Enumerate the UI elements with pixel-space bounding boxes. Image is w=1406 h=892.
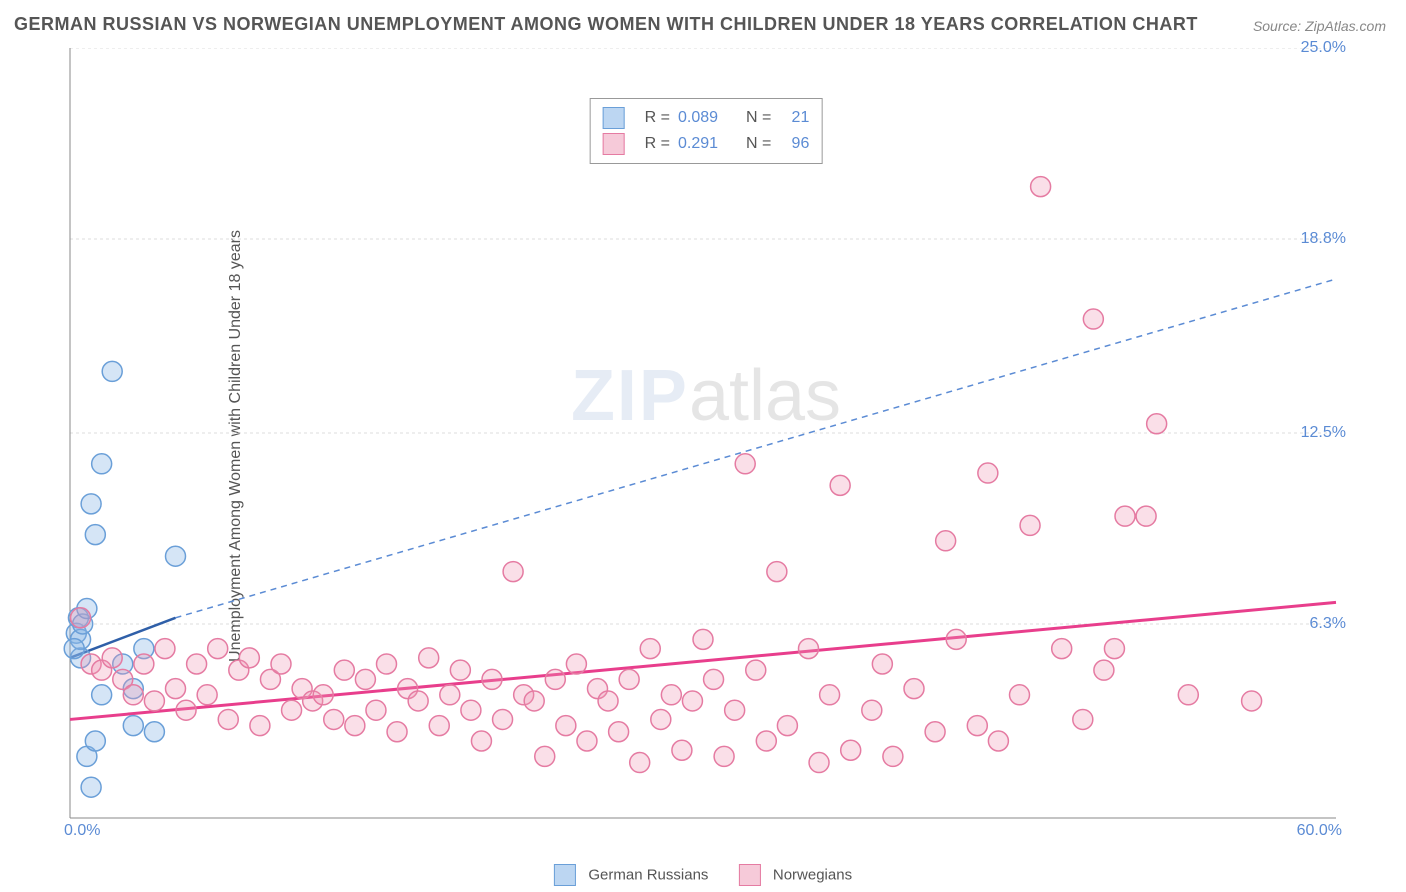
- r-value: 0.291: [678, 131, 738, 157]
- legend-item: German Russians: [554, 864, 709, 886]
- swatch-icon: [603, 133, 625, 155]
- plot-area: ZIPatlas R = 0.089 N = 21 R = 0.291 N = …: [56, 48, 1356, 838]
- n-label: N =: [746, 131, 771, 157]
- stats-legend: R = 0.089 N = 21 R = 0.291 N = 96: [590, 98, 823, 164]
- y-tick-label: 25.0%: [1301, 39, 1346, 57]
- swatch-icon: [738, 864, 760, 886]
- swatch-icon: [603, 107, 625, 129]
- r-value: 0.089: [678, 105, 738, 131]
- legend-label: Norwegians: [773, 867, 852, 884]
- y-tick-label: 12.5%: [1301, 424, 1346, 442]
- x-tick-max: 60.0%: [1297, 822, 1342, 840]
- x-tick-min: 0.0%: [64, 822, 100, 840]
- swatch-icon: [554, 864, 576, 886]
- stats-legend-row: R = 0.291 N = 96: [603, 131, 810, 157]
- chart-svg: [56, 48, 1356, 838]
- n-label: N =: [746, 105, 771, 131]
- y-tick-label: 6.3%: [1310, 615, 1346, 633]
- r-label: R =: [645, 131, 670, 157]
- r-label: R =: [645, 105, 670, 131]
- y-tick-label: 18.8%: [1301, 230, 1346, 248]
- stats-legend-row: R = 0.089 N = 21: [603, 105, 810, 131]
- n-value: 96: [779, 131, 809, 157]
- legend-item: Norwegians: [738, 864, 852, 886]
- chart-title: GERMAN RUSSIAN VS NORWEGIAN UNEMPLOYMENT…: [14, 14, 1198, 35]
- n-value: 21: [779, 105, 809, 131]
- source-label: Source: ZipAtlas.com: [1253, 18, 1386, 34]
- series-legend: German Russians Norwegians: [554, 864, 852, 886]
- legend-label: German Russians: [588, 867, 708, 884]
